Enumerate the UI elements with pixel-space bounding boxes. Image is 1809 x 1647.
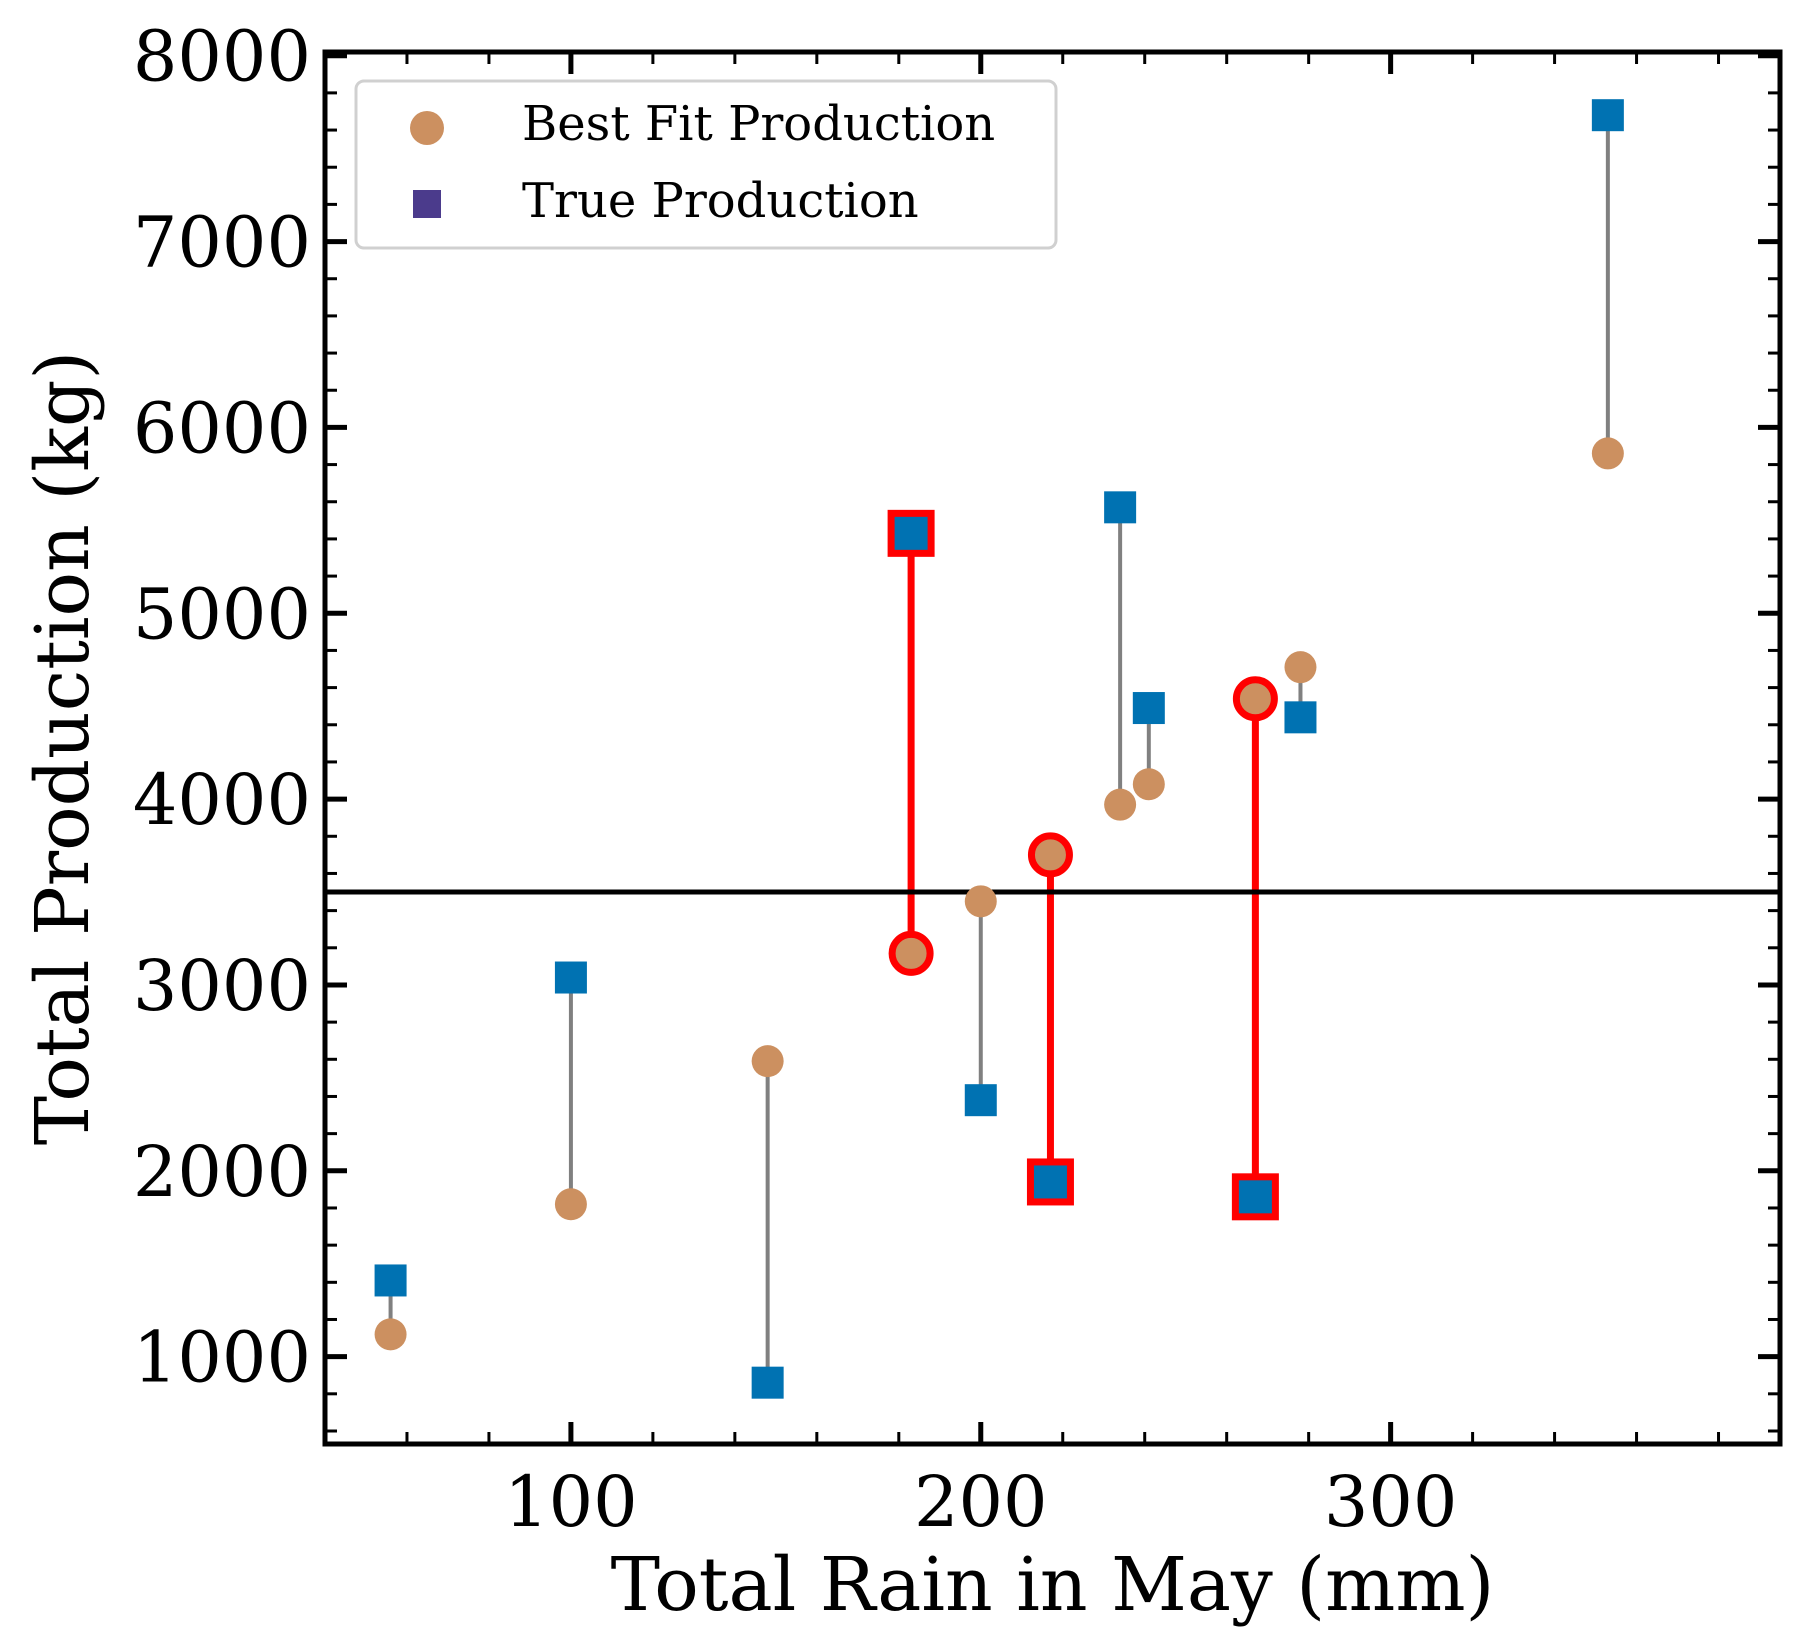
highlighted-best-fit-point (888, 930, 934, 976)
y-tick-label: 1000 (133, 1317, 311, 1399)
y-tick-label: 5000 (133, 573, 311, 655)
y-tick-labels: 1000 2000 3000 4000 5000 6000 7000 8000 (133, 16, 311, 1399)
plot-frame (322, 49, 1783, 1447)
connector-lines (388, 115, 1610, 1383)
y-axis-label: Total Production (kg) (20, 351, 106, 1146)
highlighted-best-fit-point (1027, 832, 1073, 878)
highlighted-true-point (887, 509, 935, 557)
legend-label-true: True Production (522, 173, 919, 229)
legend-box (354, 79, 1058, 250)
legend: Best Fit Production True Production (354, 79, 1058, 250)
true-point (1284, 701, 1317, 734)
x-tick-labels: 100 200 300 (504, 1461, 1457, 1543)
best-fit-point (554, 1188, 587, 1221)
y-tick-label: 2000 (133, 1131, 311, 1213)
true-point (964, 1084, 997, 1117)
best-fit-point (1132, 768, 1165, 801)
true-point (1104, 491, 1137, 524)
true-point (554, 961, 587, 994)
true-points (374, 99, 1624, 1399)
x-tick-label: 300 (1324, 1461, 1458, 1543)
best-fit-point (374, 1318, 407, 1351)
true-point (751, 1366, 784, 1399)
y-tick-label: 3000 (133, 945, 311, 1027)
highlighted-true-point (1231, 1173, 1279, 1221)
axis-ticks (325, 52, 1780, 1444)
best-fit-point (1591, 437, 1624, 470)
best-fit-point (751, 1045, 784, 1078)
x-tick-label: 100 (504, 1461, 638, 1543)
legend-label-best-fit: Best Fit Production (522, 96, 995, 152)
x-axis-label: Total Rain in May (mm) (611, 1542, 1495, 1628)
highlighted-true-point (1026, 1158, 1074, 1206)
best-fit-point (964, 885, 997, 918)
highlighted-best-fit-point (1232, 676, 1278, 722)
legend-marker-true (413, 190, 441, 218)
true-point (1591, 99, 1624, 132)
legend-marker-best-fit (410, 111, 444, 145)
best-fit-points (374, 437, 1624, 1351)
best-fit-point (1104, 788, 1137, 821)
true-point (374, 1264, 407, 1297)
y-tick-label: 4000 (133, 759, 311, 841)
y-tick-label: 6000 (133, 387, 311, 469)
best-fit-point (1284, 651, 1317, 684)
y-tick-label: 7000 (133, 202, 311, 284)
y-tick-label: 8000 (133, 16, 311, 98)
true-point (1132, 692, 1165, 725)
x-tick-label: 200 (914, 1461, 1048, 1543)
